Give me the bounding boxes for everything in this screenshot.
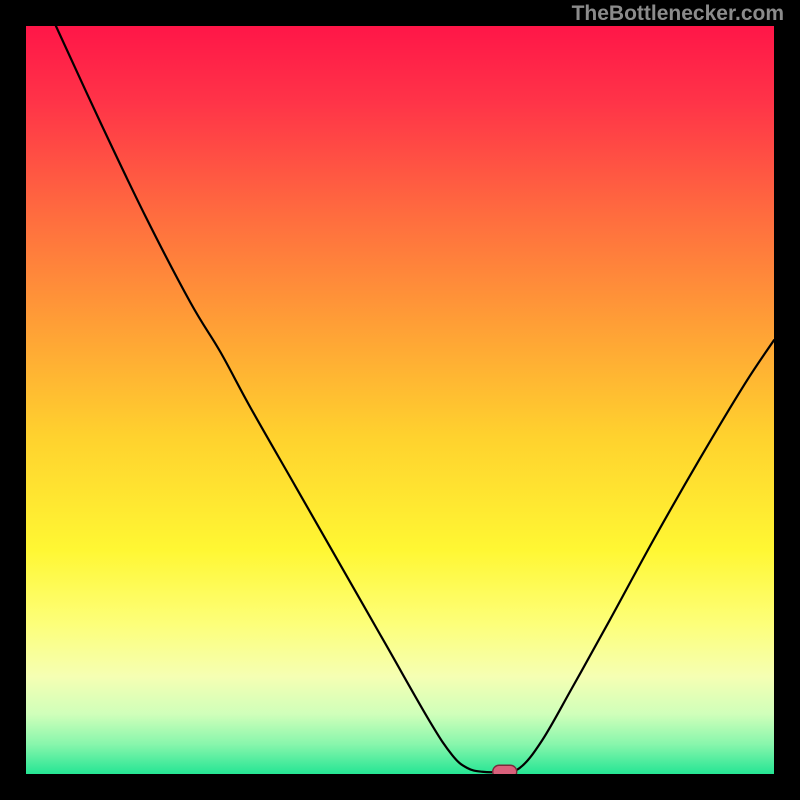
watermark-text: TheBottlenecker.com — [572, 2, 784, 26]
plot-area — [26, 26, 774, 774]
gradient-background — [26, 26, 774, 774]
bottleneck-curve-chart — [26, 26, 774, 774]
chart-frame: TheBottlenecker.com — [0, 0, 800, 800]
optimal-point-marker — [493, 765, 517, 774]
